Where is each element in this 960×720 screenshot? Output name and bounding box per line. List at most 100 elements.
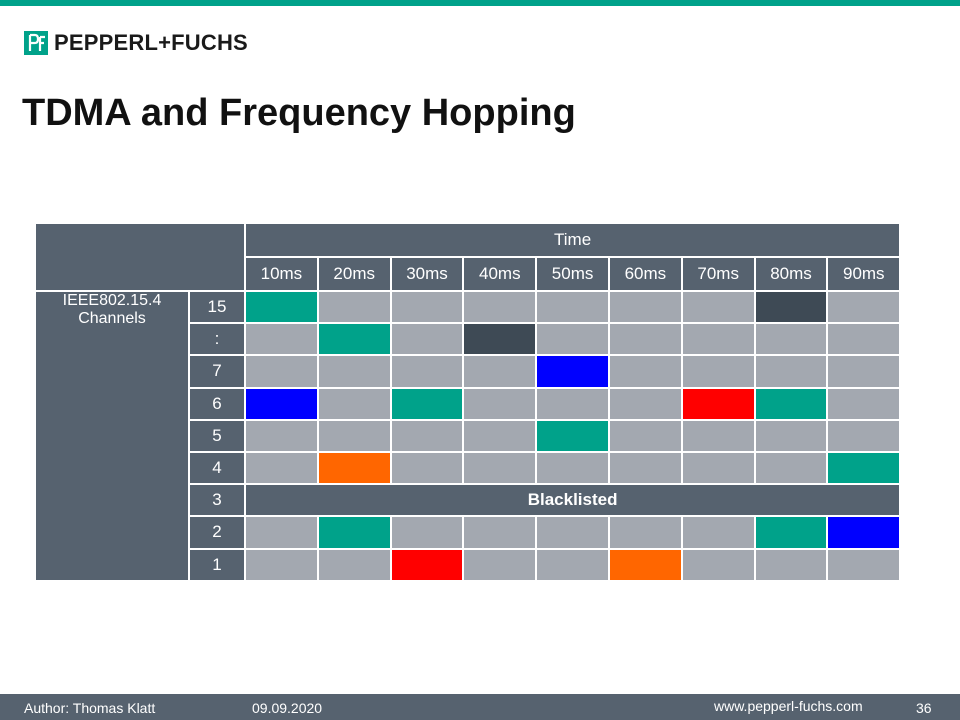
time-slot-header: 40ms	[462, 256, 538, 292]
slot-cell-empty	[535, 289, 610, 325]
slot-cell-empty	[680, 354, 756, 389]
slot-cell-empty	[680, 450, 756, 486]
slot-cell-empty	[826, 322, 902, 357]
channel-number: 3	[188, 483, 246, 518]
slot-cell-empty	[826, 386, 902, 421]
slot-cell-empty	[389, 322, 465, 357]
frequency-hopping-table: Time 10ms 20ms 30ms 40ms 50ms 60ms 70ms 80ms 90ms…	[34, 222, 902, 582]
channel-row: 2	[35, 515, 902, 550]
slot-cell-empty	[389, 289, 465, 325]
slot-cell-red	[680, 386, 756, 421]
time-slot-header: 30ms	[389, 256, 465, 292]
slot-cell-empty	[316, 547, 392, 582]
brand-logo: PEPPERL+FUCHS	[24, 28, 248, 58]
slot-cell-empty	[535, 386, 610, 421]
slot-cell-empty	[389, 354, 465, 389]
slot-cell-empty	[389, 450, 465, 486]
author-text: Author: Thomas Klatt	[24, 700, 156, 716]
slot-cell-empty	[753, 354, 829, 389]
slot-cell-empty	[826, 547, 902, 582]
slot-cell-empty	[607, 289, 683, 325]
channel-row: 3 Blacklisted	[35, 483, 902, 518]
slot-cell-empty	[753, 418, 829, 453]
slot-cell-teal	[826, 450, 902, 486]
slot-cell-empty	[535, 450, 610, 486]
website-link[interactable]: www.pepperl-fuchs.com	[714, 698, 863, 714]
channel-number: 1	[188, 547, 246, 582]
slot-cell-empty	[462, 386, 538, 421]
slot-cell-empty	[462, 450, 538, 486]
table-corner	[34, 222, 246, 292]
slot-cell-teal	[244, 289, 319, 325]
time-slot-header: 80ms	[753, 256, 829, 292]
slot-cell-empty	[607, 386, 683, 421]
slot-cell-empty	[462, 547, 538, 582]
slot-cell-empty	[244, 450, 319, 486]
slot-cell-red	[389, 547, 465, 582]
slot-cell-empty	[753, 450, 829, 486]
channels-label: IEEE802.15.4 Channels	[34, 290, 190, 582]
slot-cell-blue	[244, 386, 319, 421]
header-row-slots: 10ms 20ms 30ms 40ms 50ms 60ms 70ms 80ms 90ms	[35, 256, 902, 292]
slot-cell-empty	[826, 289, 902, 325]
channel-row: 5	[35, 418, 902, 453]
slot-cell-empty	[244, 354, 319, 389]
channel-row: IEEE802.15.4 Channels 15	[34, 289, 902, 582]
slot-cell-empty	[607, 354, 683, 389]
slot-cell-empty	[316, 386, 392, 421]
slot-cell-teal	[753, 515, 829, 550]
slot-cell-empty	[607, 450, 683, 486]
slot-cell-empty	[680, 547, 756, 582]
time-slot-header: 90ms	[826, 256, 902, 292]
slot-cell-empty	[680, 418, 756, 453]
channel-row: 1	[35, 547, 902, 582]
time-slot-header: 60ms	[607, 256, 683, 292]
channel-number: 2	[188, 515, 246, 550]
slot-cell-empty	[316, 289, 392, 325]
slot-cell-empty	[826, 418, 902, 453]
slot-cell-empty	[389, 515, 465, 550]
slot-cell-orange	[316, 450, 392, 486]
slot-cell-empty	[680, 515, 756, 550]
slot-cell-empty	[753, 547, 829, 582]
channel-number: :	[188, 322, 246, 357]
slot-cell-empty	[607, 515, 683, 550]
slot-cell-empty	[244, 547, 319, 582]
slot-cell-empty	[680, 322, 756, 357]
slot-cell-dark	[462, 322, 538, 357]
slot-cell-teal	[389, 386, 465, 421]
slot-cell-empty	[462, 354, 538, 389]
slot-cell-blue	[826, 515, 902, 550]
slot-cell-empty	[607, 418, 683, 453]
slot-cell-empty	[316, 354, 392, 389]
time-slot-header: 10ms	[244, 256, 319, 292]
slot-cell-teal	[753, 386, 829, 421]
channel-number: 7	[188, 354, 246, 389]
slot-cell-empty	[753, 322, 829, 357]
time-slot-header: 50ms	[535, 256, 610, 292]
time-header: Time	[243, 222, 902, 258]
blacklisted-cell: Blacklisted	[243, 483, 902, 518]
slot-cell-empty	[826, 354, 902, 389]
slot-cell-blue	[535, 354, 610, 389]
slot-cell-orange	[607, 547, 683, 582]
slot-cell-empty	[244, 515, 319, 550]
slot-cell-dark	[753, 289, 829, 325]
page-number: 36	[916, 700, 932, 716]
slot-cell-empty	[389, 418, 465, 453]
pepperl-fuchs-logo-icon	[24, 31, 48, 55]
time-slot-header: 70ms	[680, 256, 756, 292]
brand-name: PEPPERL+FUCHS	[54, 30, 248, 55]
slot-cell-empty	[316, 418, 392, 453]
channel-number: 4	[188, 450, 246, 486]
slot-cell-empty	[535, 515, 610, 550]
header-row-time: Time	[34, 222, 902, 292]
slot-cell-empty	[607, 322, 683, 357]
slot-cell-teal	[316, 322, 392, 357]
slide-title: TDMA and Frequency Hopping	[22, 92, 576, 134]
top-accent-bar	[0, 0, 960, 6]
slot-cell-empty	[462, 515, 538, 550]
channel-number: 15	[188, 289, 246, 325]
slot-cell-teal	[316, 515, 392, 550]
slot-cell-empty	[535, 547, 610, 582]
